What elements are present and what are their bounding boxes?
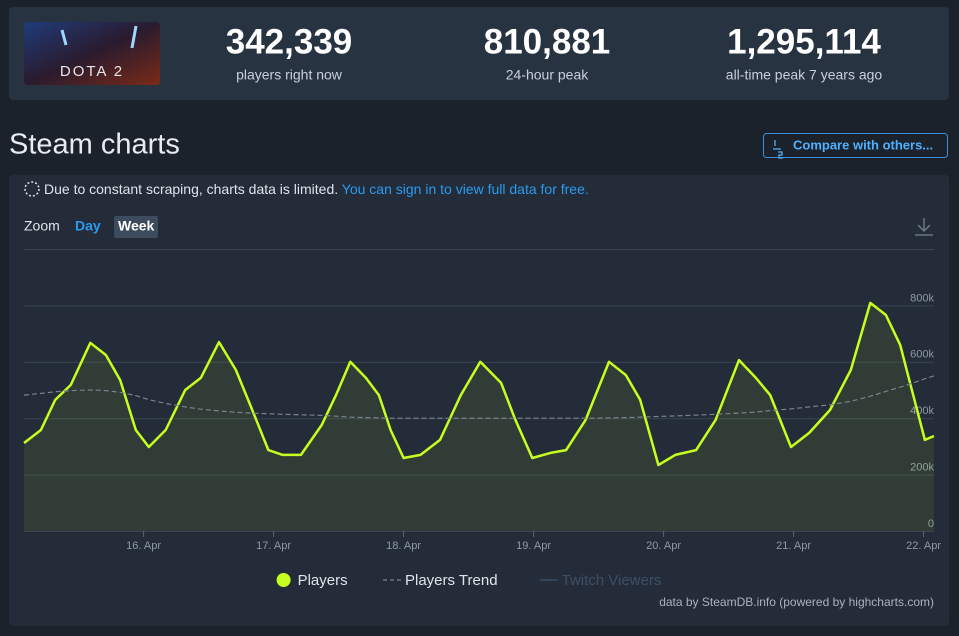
x-tick-label: 22. Apr (906, 540, 941, 552)
stat-label: players right now (236, 67, 343, 83)
logo-art (60, 25, 138, 49)
y-tick-label: 600k (910, 349, 934, 361)
stat-label: all-time peak 7 years ago (726, 67, 883, 83)
zoom-label: Zoom (24, 218, 60, 234)
stat-value: 1,295,114 (727, 22, 881, 61)
y-tick-label: 0 (928, 518, 934, 530)
y-tick-label: 200k (910, 462, 934, 474)
x-tick-label: 21. Apr (776, 540, 811, 552)
zoom-active-bg (114, 216, 158, 238)
stat-label: 24-hour peak (506, 67, 590, 83)
zoom-option[interactable]: Week (118, 218, 155, 234)
series-area (24, 302, 934, 531)
zoom-options: Day Week (75, 216, 158, 238)
section-title: Steam charts (9, 129, 180, 161)
compare-label[interactable]: Compare with others... (793, 137, 933, 152)
x-tick-label: 19. Apr (516, 540, 551, 552)
header-panel (9, 7, 949, 100)
legend-label[interactable]: Players (298, 572, 348, 589)
series-line (23, 301, 935, 467)
notice-link[interactable]: You can sign in to view full data for fr… (342, 181, 589, 197)
series-line (23, 375, 935, 419)
compare-icon (773, 140, 783, 159)
compare-button[interactable] (763, 133, 948, 158)
game-logo[interactable] (24, 22, 160, 85)
legend-label[interactable]: Twitch Viewers (562, 572, 662, 589)
chart-panel (9, 175, 949, 626)
y-tick-label: 800k (910, 292, 934, 304)
game-name: DOTA 2 (60, 63, 124, 80)
legend: Players Players Trend Twitch Viewers (276, 572, 662, 589)
notice-icon (24, 181, 40, 197)
stat-value: 342,339 (226, 22, 353, 61)
notice-text: Due to constant scraping, charts data is… (44, 181, 338, 197)
x-tick-label: 20. Apr (646, 540, 681, 552)
credit: data by SteamDB.info (powered by highcha… (659, 595, 934, 609)
notice: Due to constant scraping, charts data is… (44, 181, 589, 197)
x-tick-label: 16. Apr (126, 540, 161, 552)
legend-symbol (276, 573, 291, 587)
x-tick-label: 17. Apr (256, 540, 291, 552)
x-tick-label: 18. Apr (386, 540, 421, 552)
zoom-option[interactable]: Day (75, 218, 101, 234)
legend-label[interactable]: Players Trend (405, 572, 498, 589)
download-icon[interactable] (915, 218, 933, 236)
stat-value: 810,881 (484, 22, 611, 61)
